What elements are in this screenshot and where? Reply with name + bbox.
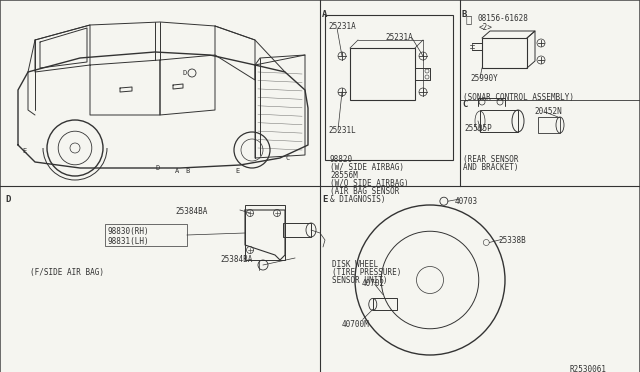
Text: 25384BA: 25384BA [220,255,252,264]
Bar [105,224,187,246]
Text: (W/O SIDE AIRBAG): (W/O SIDE AIRBAG) [330,179,408,188]
Text: Ⓢ: Ⓢ [466,14,472,24]
Bar [350,48,415,100]
Text: 08156-61628: 08156-61628 [477,14,528,23]
Bar [245,205,285,260]
Text: R2530061: R2530061 [570,365,607,372]
Text: 25990Y: 25990Y [470,74,498,83]
Text: 40703: 40703 [455,197,478,206]
Text: SENSOR UNIT): SENSOR UNIT) [332,276,387,285]
Bar [480,110,518,132]
Text: 98820: 98820 [330,155,353,164]
Bar [538,117,560,133]
Text: C: C [462,100,467,109]
Text: 28556M: 28556M [330,171,358,180]
Text: E: E [322,195,328,204]
Text: 98830(RH): 98830(RH) [108,227,150,236]
Text: (W/ SIDE AIRBAG): (W/ SIDE AIRBAG) [330,163,404,172]
Text: DISK WHEEL: DISK WHEEL [332,260,378,269]
Text: AND BRACKET): AND BRACKET) [463,163,518,172]
Text: 25505P: 25505P [464,124,492,133]
Text: 40702: 40702 [362,279,385,288]
Text: 98831(LH): 98831(LH) [108,237,150,246]
Text: & DIAGNOSIS): & DIAGNOSIS) [330,195,385,204]
Text: E: E [235,168,239,174]
Text: <2>: <2> [479,23,493,32]
Text: 25231A: 25231A [328,22,356,31]
Text: (F/SIDE AIR BAG): (F/SIDE AIR BAG) [30,268,104,277]
Bar [283,223,311,237]
Text: C: C [285,155,289,161]
Text: A: A [175,168,179,174]
Text: D: D [183,70,187,76]
Text: 25231A: 25231A [385,33,413,42]
Text: (REAR SENSOR: (REAR SENSOR [463,155,518,164]
Text: (SONAR CONTROL ASSEMBLY): (SONAR CONTROL ASSEMBLY) [463,93,574,102]
Text: (AIR BAG SENSOR: (AIR BAG SENSOR [330,187,399,196]
Text: D: D [155,165,159,171]
Text: 25384BA: 25384BA [175,207,207,216]
Text: E: E [22,148,26,154]
Bar [482,38,527,68]
Text: 25338B: 25338B [498,236,525,245]
Text: 25231L: 25231L [328,126,356,135]
Text: B: B [185,168,189,174]
Text: 20452N: 20452N [534,107,562,116]
Text: (TIRE PRESSURE): (TIRE PRESSURE) [332,268,401,277]
Text: A: A [322,10,328,19]
Bar [325,15,453,160]
Bar [372,298,397,310]
Text: D: D [5,195,10,204]
Text: 40700M: 40700M [342,320,370,329]
Text: B: B [462,10,467,19]
